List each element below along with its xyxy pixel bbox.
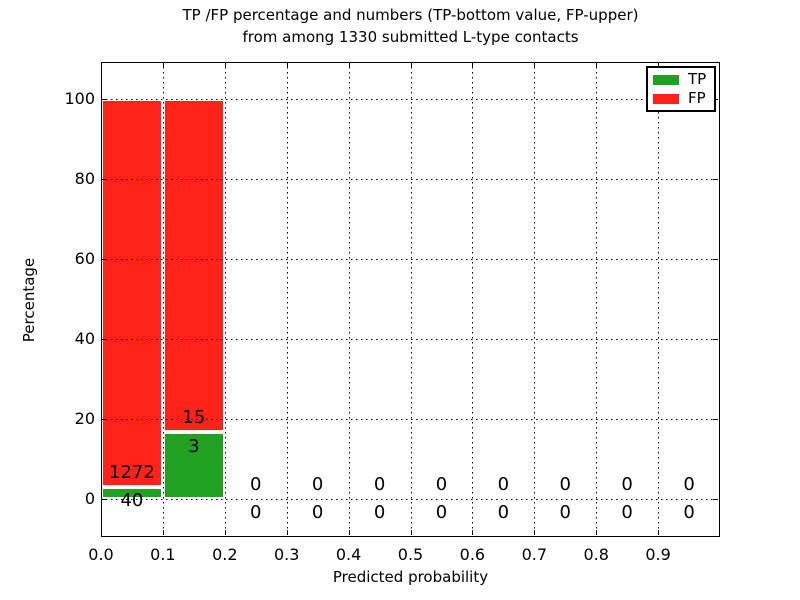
tick-mark-top <box>224 63 226 68</box>
x-tick-label: 0.4 <box>335 545 362 564</box>
y-axis-label: Percentage <box>20 257 38 343</box>
tick-mark-bottom <box>101 530 102 535</box>
tp-color-swatch <box>653 74 679 85</box>
x-tick-label: 0.9 <box>645 545 671 564</box>
y-tick-label: 0 <box>84 489 95 508</box>
y-tick-label: 20 <box>74 409 95 428</box>
tick-mark-right <box>713 179 718 180</box>
tick-mark-right <box>713 259 718 260</box>
tp-count-label: 0 <box>683 502 695 524</box>
tick-mark-bottom <box>224 530 226 535</box>
tick-mark-right <box>713 339 718 340</box>
tick-mark-bottom <box>348 530 350 535</box>
y-tick-label: 80 <box>74 169 95 188</box>
tp-count-label: 0 <box>435 502 448 524</box>
legend-item-fp: FP <box>653 91 714 106</box>
tick-mark-right <box>713 419 718 420</box>
fp-count-label: 15 <box>182 407 206 429</box>
gridline-vertical <box>162 62 164 537</box>
bar-tp-segment <box>162 432 225 499</box>
legend: TP FP <box>646 66 716 112</box>
x-tick-label: 0.7 <box>521 545 548 564</box>
tick-mark-top <box>472 63 474 68</box>
legend-label-tp: TP <box>688 70 707 88</box>
legend-label-fp: FP <box>688 89 706 107</box>
gridline-vertical <box>410 62 412 537</box>
tp-count-label: 0 <box>250 502 262 524</box>
fp-count-label: 0 <box>311 474 324 495</box>
tp-count-label: 0 <box>559 502 571 524</box>
gridline-vertical <box>348 62 350 537</box>
chart-title-line1: TP /FP percentage and numbers (TP-bottom… <box>182 6 639 24</box>
tp-count-label: 3 <box>188 435 200 457</box>
tick-mark-bottom <box>472 530 474 535</box>
fp-count-label: 1272 <box>109 461 155 483</box>
tick-mark-bottom <box>658 530 660 535</box>
tick-mark-left <box>102 419 107 420</box>
fp-count-label: 0 <box>250 474 262 495</box>
tick-mark-bottom <box>286 530 288 535</box>
tick-mark-bottom <box>596 530 598 535</box>
x-tick-label: 0.8 <box>583 545 609 564</box>
gridline-vertical <box>658 62 660 537</box>
tp-count-label: 0 <box>311 502 324 524</box>
y-tick-label: 100 <box>64 89 95 108</box>
tick-mark-left <box>102 339 107 340</box>
gridline-vertical <box>224 62 226 537</box>
gridline-vertical <box>596 62 598 537</box>
tick-mark-top <box>162 63 164 68</box>
tick-mark-top <box>348 63 350 68</box>
bar-fp-segment <box>162 99 225 433</box>
y-tick-label: 40 <box>74 329 95 348</box>
x-tick-label: 0.2 <box>212 545 238 564</box>
fp-color-swatch <box>653 93 679 104</box>
tick-mark-bottom <box>410 530 412 535</box>
fp-count-label: 0 <box>373 474 386 495</box>
tp-count-label: 40 <box>120 490 144 512</box>
x-tick-label: 0.3 <box>273 545 300 564</box>
tick-mark-left <box>102 179 107 180</box>
x-tick-label: 0.1 <box>150 545 176 564</box>
fp-count-label: 0 <box>683 474 695 495</box>
tick-mark-left <box>102 99 107 100</box>
tick-mark-top <box>534 63 536 68</box>
fp-count-label: 0 <box>559 474 571 495</box>
tick-mark-bottom <box>534 530 536 535</box>
tick-mark-left <box>102 259 107 260</box>
tick-mark-top <box>101 63 102 68</box>
fp-count-label: 0 <box>435 474 448 495</box>
tick-mark-top <box>410 63 412 68</box>
chart-title-line2: from among 1330 submitted L-type contact… <box>242 28 579 46</box>
tick-mark-top <box>658 63 660 68</box>
y-tick-label: 60 <box>74 249 95 268</box>
bar-fp-segment <box>101 99 163 487</box>
x-axis-label: Predicted probability <box>332 568 489 586</box>
chart-title: TP /FP percentage and numbers (TP-bottom… <box>101 4 720 48</box>
tick-mark-top <box>286 63 288 68</box>
tick-mark-right <box>713 499 718 500</box>
fp-count-label: 0 <box>621 474 633 495</box>
gridline-vertical <box>286 62 288 537</box>
tp-count-label: 0 <box>373 502 386 524</box>
x-tick-label: 0.5 <box>397 545 424 564</box>
gridline-vertical <box>472 62 474 537</box>
gridline-vertical <box>534 62 536 537</box>
tp-count-label: 0 <box>621 502 633 524</box>
tick-mark-bottom <box>162 530 164 535</box>
x-tick-label: 0.6 <box>459 545 486 564</box>
tick-mark-left <box>102 499 107 500</box>
fp-count-label: 0 <box>497 474 510 495</box>
tick-mark-top <box>596 63 598 68</box>
x-tick-label: 0.0 <box>88 545 114 564</box>
tp-count-label: 0 <box>497 502 510 524</box>
legend-item-tp: TP <box>653 72 714 87</box>
